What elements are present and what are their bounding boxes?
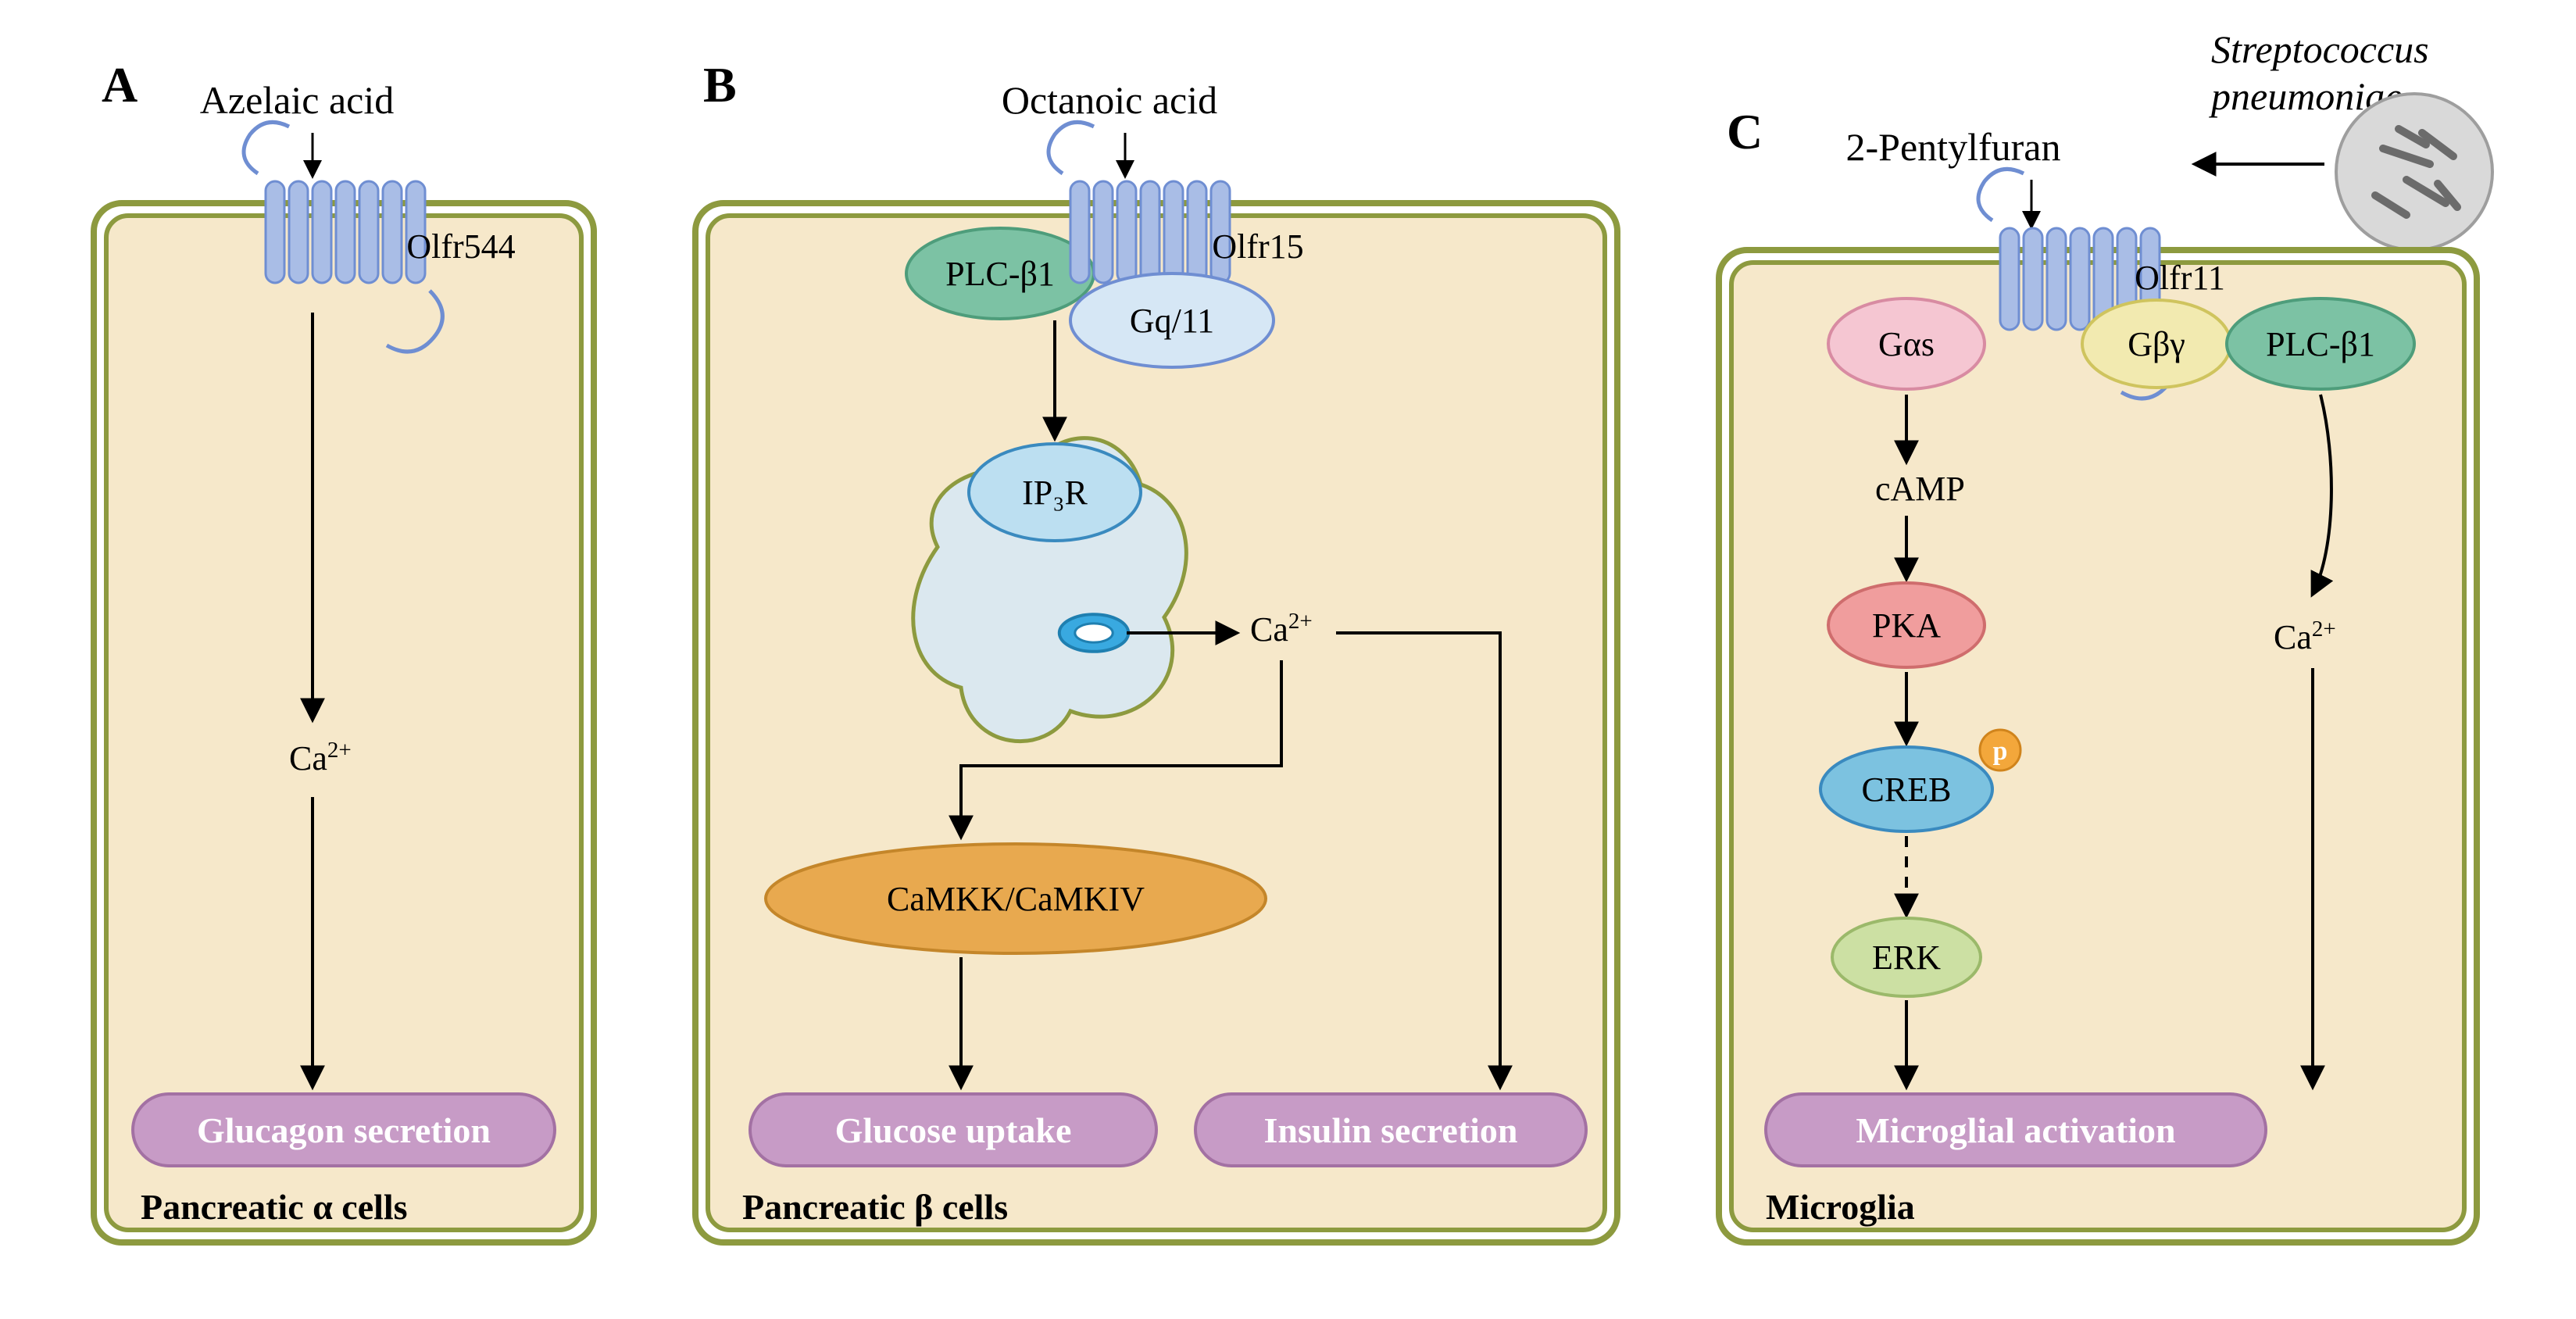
outcome-label: Microglial activation bbox=[1856, 1110, 2175, 1150]
panel-b-cell-label: Pancreatic β cells bbox=[742, 1187, 1008, 1227]
panel-a-ligand: Azelaic acid bbox=[200, 78, 394, 122]
camp-label: cAMP bbox=[1875, 470, 1965, 508]
panel-c-receptor-label: Olfr11 bbox=[2135, 259, 2225, 297]
bacteria-name-1: Streptococcus bbox=[2211, 27, 2429, 71]
panel-c-letter: C bbox=[1727, 104, 1763, 159]
panel-c-ligand: 2-Pentylfuran bbox=[1846, 125, 2061, 169]
camkk-node-label: CaMKK/CaMKIV bbox=[887, 880, 1145, 918]
panel-a-letter: A bbox=[102, 57, 138, 113]
panel-a-receptor-label: Olfr544 bbox=[406, 227, 515, 266]
panel-b-receptor-label: Olfr15 bbox=[1212, 227, 1303, 266]
gq11-node-label: Gq/11 bbox=[1130, 302, 1214, 340]
g-alpha-s-node-label: Gαs bbox=[1878, 325, 1935, 363]
creb-node-label: CREB bbox=[1862, 770, 1952, 809]
panel-c-cell-label: Microglia bbox=[1766, 1187, 1915, 1227]
cell-inner bbox=[1731, 263, 2464, 1230]
panel-b-letter: B bbox=[703, 57, 737, 113]
panel-a-cell-label: Pancreatic α cells bbox=[141, 1187, 408, 1227]
phospho-label: p bbox=[1993, 737, 2008, 766]
er-channel-hole bbox=[1075, 624, 1113, 642]
outcome-label: Insulin secretion bbox=[1263, 1110, 1517, 1150]
g-beta-gamma-node-label: Gβγ bbox=[2128, 325, 2185, 363]
plc-b1-node-label: PLC-β1 bbox=[945, 255, 1055, 293]
cell-inner bbox=[106, 216, 581, 1230]
bacteria-icon bbox=[2336, 94, 2492, 250]
plc-b1-node-c-label: PLC-β1 bbox=[2266, 325, 2375, 363]
outcome-label: Glucagon secretion bbox=[197, 1110, 491, 1150]
pka-node-label: PKA bbox=[1872, 606, 1941, 645]
panel-b-ligand: Octanoic acid bbox=[1002, 78, 1217, 122]
ip3r-node-label: IP₃R bbox=[1022, 474, 1088, 512]
erk-node-label: ERK bbox=[1872, 938, 1941, 977]
outcome-label: Glucose uptake bbox=[835, 1110, 1072, 1150]
